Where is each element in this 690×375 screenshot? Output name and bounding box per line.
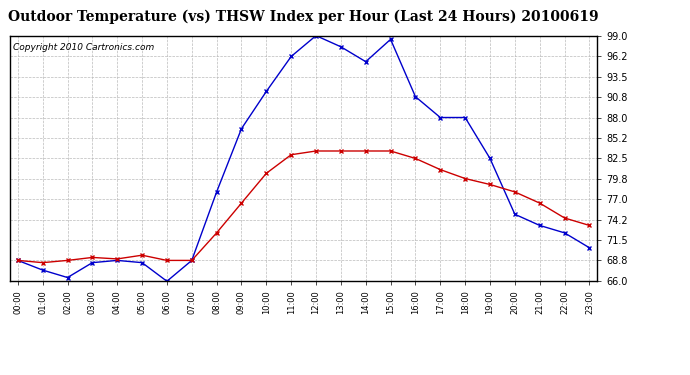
Temperature <box>14 258 22 262</box>
THSW Index <box>88 260 97 265</box>
THSW Index <box>113 258 121 262</box>
Temperature <box>163 258 171 262</box>
THSW Index <box>535 223 544 228</box>
Temperature <box>39 260 47 265</box>
Temperature <box>237 201 246 206</box>
Temperature <box>461 176 469 181</box>
Temperature <box>63 258 72 262</box>
Temperature <box>486 182 494 187</box>
THSW Index <box>237 126 246 131</box>
THSW Index <box>560 231 569 235</box>
THSW Index <box>163 279 171 284</box>
Temperature <box>287 153 295 157</box>
Temperature <box>411 156 420 160</box>
THSW Index <box>262 89 270 94</box>
Temperature <box>585 223 593 228</box>
Temperature <box>535 201 544 206</box>
Temperature <box>560 216 569 220</box>
THSW Index <box>585 246 593 250</box>
Temperature <box>138 253 146 258</box>
THSW Index <box>486 156 494 160</box>
THSW Index <box>287 54 295 59</box>
Temperature <box>262 171 270 176</box>
THSW Index <box>63 275 72 280</box>
Temperature <box>386 149 395 153</box>
THSW Index <box>362 59 370 64</box>
THSW Index <box>138 260 146 265</box>
Temperature <box>113 256 121 261</box>
THSW Index <box>386 37 395 42</box>
THSW Index <box>511 212 519 216</box>
Temperature <box>362 149 370 153</box>
Line: THSW Index: THSW Index <box>15 33 592 284</box>
Temperature <box>312 149 320 153</box>
THSW Index <box>436 115 444 120</box>
Line: Temperature: Temperature <box>15 148 592 265</box>
THSW Index <box>411 94 420 99</box>
Temperature <box>436 167 444 172</box>
Temperature <box>213 231 221 235</box>
Temperature <box>88 255 97 260</box>
THSW Index <box>461 115 469 120</box>
THSW Index <box>39 268 47 272</box>
THSW Index <box>337 45 345 49</box>
Temperature <box>188 258 196 262</box>
Text: Copyright 2010 Cartronics.com: Copyright 2010 Cartronics.com <box>13 43 155 52</box>
THSW Index <box>213 190 221 194</box>
THSW Index <box>312 33 320 38</box>
Temperature <box>511 190 519 194</box>
THSW Index <box>188 258 196 262</box>
Temperature <box>337 149 345 153</box>
THSW Index <box>14 258 22 262</box>
Text: Outdoor Temperature (vs) THSW Index per Hour (Last 24 Hours) 20100619: Outdoor Temperature (vs) THSW Index per … <box>8 9 599 24</box>
